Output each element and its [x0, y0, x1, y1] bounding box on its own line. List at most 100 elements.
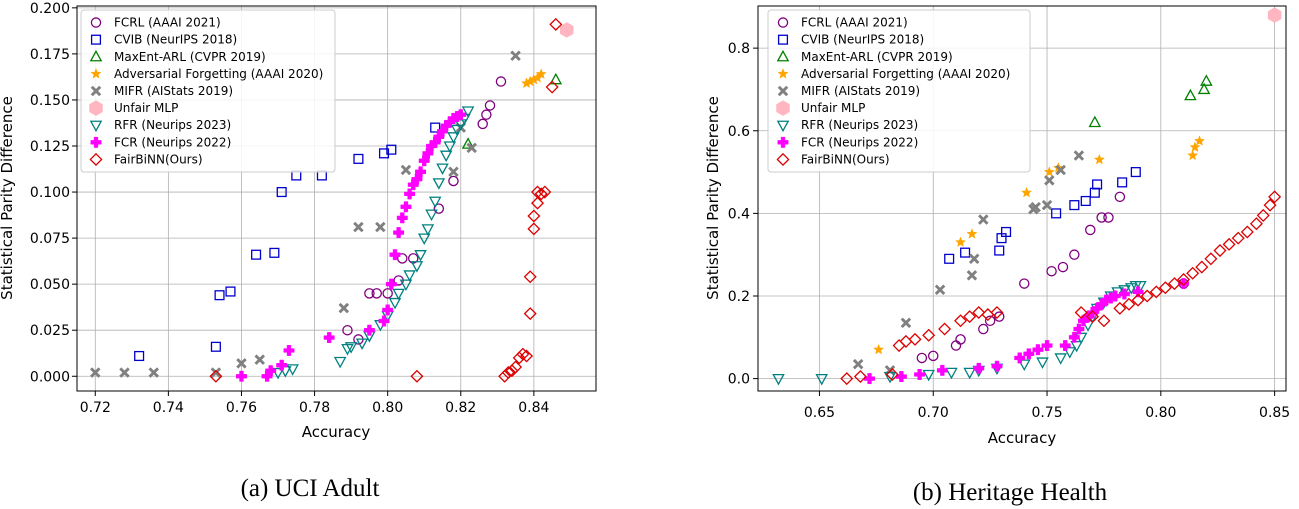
legend-marker: [777, 67, 789, 79]
data-point: [938, 322, 952, 336]
series-triangle-down: [271, 106, 475, 380]
data-point: [922, 328, 936, 342]
data-point: [963, 367, 976, 380]
data-point: [225, 286, 236, 297]
data-point: [1200, 74, 1213, 86]
data-point: [1078, 315, 1089, 327]
data-point: [417, 233, 431, 245]
data-point: [1213, 244, 1227, 258]
series-x-filled: [852, 150, 1085, 376]
legend-marker: [777, 136, 789, 148]
legend-label: FCRL (AAAI 2021): [801, 16, 908, 30]
data-point: [954, 236, 967, 248]
data-point: [455, 109, 467, 121]
data-point: [963, 310, 977, 324]
data-point: [495, 76, 507, 87]
data-point: [538, 185, 552, 199]
data-point: [1177, 272, 1191, 286]
data-point: [418, 155, 430, 167]
data-point: [396, 212, 408, 224]
data-point: [1032, 344, 1044, 356]
data-point: [927, 350, 939, 362]
data-point: [1130, 167, 1141, 178]
series-triangle-down: [772, 281, 1147, 386]
legend-marker: [776, 49, 790, 62]
data-point: [945, 367, 958, 380]
data-point: [1017, 359, 1031, 372]
data-point: [378, 315, 390, 327]
data-point: [338, 302, 350, 314]
x-tick-label: 0.72: [80, 400, 111, 416]
data-point: [1041, 199, 1053, 211]
data-point: [1070, 340, 1083, 353]
plot-frame: [76, 5, 597, 392]
data-point: [1089, 187, 1100, 198]
y-tick-label: 0.175: [30, 47, 70, 63]
data-point: [1096, 212, 1107, 223]
y-axis-label: Statistical Parity Difference: [704, 96, 722, 300]
data-point: [433, 203, 445, 214]
data-point: [1189, 141, 1201, 153]
legend-box: [767, 9, 1031, 173]
legend-label: MaxEnt-ARL (CVPR 2019): [801, 50, 953, 64]
data-point: [560, 22, 574, 38]
data-point: [378, 148, 390, 159]
data-point: [428, 196, 442, 209]
data-point: [1249, 217, 1263, 231]
data-point: [1063, 347, 1077, 359]
chart-panel-heritage-health: 0.65 0.70 0.75 0.80 0.85 0.0 0.2 0.4 0.6 0.8 Accu…: [704, 5, 1290, 506]
legend-label: CVIB (NeurIPS 2018): [801, 33, 924, 47]
data-point: [323, 332, 335, 344]
data-point: [425, 209, 438, 222]
data-point: [852, 358, 864, 370]
data-point: [403, 270, 416, 282]
data-point: [1184, 88, 1197, 101]
y-tick-label: 0.025: [30, 323, 70, 339]
data-point: [1097, 314, 1111, 328]
data-point: [1109, 290, 1121, 302]
legend-label: MaxEnt-ARL (CVPR 2019): [114, 50, 266, 64]
data-point: [1088, 115, 1102, 128]
data-point: [1195, 260, 1209, 274]
x-axis-label: Accuracy: [302, 423, 371, 441]
series-plus: [236, 109, 467, 382]
data-point: [1256, 208, 1270, 222]
x-tick-label: 0.84: [518, 400, 549, 416]
legend-label: FairBiNN(Ours): [801, 152, 890, 166]
data-point: [991, 360, 1003, 372]
data-point: [209, 369, 223, 383]
data-point: [276, 359, 288, 371]
data-point: [968, 253, 980, 265]
data-point: [1096, 298, 1108, 310]
y-tick-label: 0.125: [30, 139, 70, 155]
legend-marker: [90, 17, 102, 28]
data-point: [1193, 135, 1206, 146]
data-point: [1186, 266, 1200, 280]
legend-label: RFR (Neurips 2023): [801, 118, 918, 132]
data-point: [498, 369, 512, 383]
data-point: [344, 342, 358, 354]
series-diamond: [840, 190, 1282, 386]
data-point: [944, 253, 955, 264]
data-point: [1118, 288, 1130, 300]
data-point: [981, 308, 995, 322]
legend-marker: [776, 120, 790, 133]
legend-label: MIFR (AIStats 2019): [801, 84, 920, 98]
data-point: [990, 305, 1004, 320]
x-tick-label: 0.80: [1145, 405, 1176, 421]
data-point: [355, 338, 369, 350]
data-point: [1080, 195, 1091, 207]
x-tick-label: 0.76: [226, 400, 257, 416]
legend-label: Unfair MLP: [114, 101, 178, 115]
data-point: [410, 261, 424, 273]
data-point: [1263, 198, 1277, 212]
data-point: [549, 72, 563, 85]
data-point: [1167, 277, 1182, 291]
data-point: [353, 153, 364, 164]
data-point: [914, 369, 926, 380]
legend-label: FCR (Neurips 2022): [114, 135, 231, 149]
data-point: [385, 278, 397, 290]
data-point: [382, 304, 394, 316]
data-point: [978, 323, 989, 335]
